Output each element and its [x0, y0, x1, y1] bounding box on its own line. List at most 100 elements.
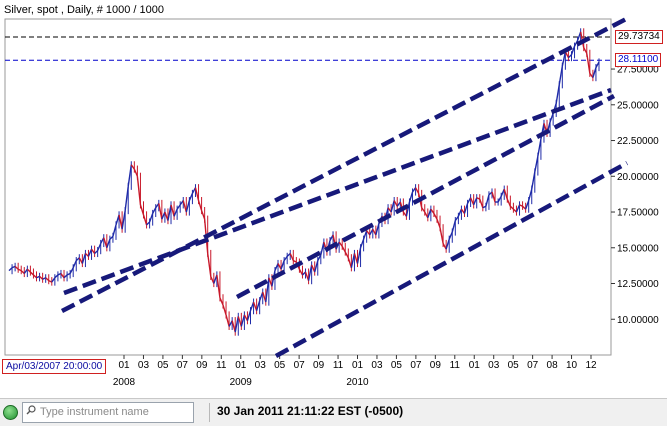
price-segment: [164, 211, 169, 221]
price-segment: [14, 265, 19, 270]
x-tick-label: 11: [216, 360, 227, 371]
price-segment: [307, 264, 313, 281]
price-segment: [515, 204, 521, 213]
price-segment: [469, 197, 475, 206]
price-segment: [124, 186, 129, 211]
x-tick-label: 07: [410, 360, 422, 371]
price-segment: [561, 51, 567, 67]
chart-area[interactable]: 27.50000 25.00000 22.50000 20.00000 17.50000…: [0, 0, 667, 398]
trend-channel-line: [235, 94, 616, 299]
x-tick-label: 12: [585, 360, 597, 371]
price-segment: [29, 271, 34, 276]
x-tick-label: 01: [235, 360, 247, 371]
price-segment: [42, 277, 46, 280]
price-segment: [592, 67, 597, 78]
price-segment: [314, 260, 319, 273]
price-segment: [393, 200, 398, 207]
y-tick-label: 25.00000: [617, 100, 659, 111]
price-segment: [200, 210, 206, 220]
price-segment: [537, 138, 542, 157]
price-segment: [341, 246, 346, 253]
price-segment: [283, 255, 288, 262]
price-segment: [500, 188, 505, 197]
x-tick-label: 07: [294, 360, 306, 371]
price-segment: [48, 280, 53, 283]
price-segment: [372, 228, 377, 236]
plot-frame: [4, 18, 612, 356]
price-segment: [130, 164, 135, 170]
x-tick-label: 09: [196, 360, 208, 371]
price-segment: [445, 238, 450, 250]
price-segment: [421, 207, 426, 213]
price-segment: [87, 248, 93, 257]
x-year-label: 2010: [346, 377, 369, 388]
x-tick-label: 01: [118, 360, 130, 371]
price-segment: [136, 176, 142, 205]
price-segment: [45, 277, 50, 282]
price-segment: [39, 275, 44, 280]
price-segment: [524, 200, 530, 210]
x-tick-label: 03: [488, 360, 500, 371]
price-segment: [152, 207, 157, 214]
price-segment: [482, 205, 487, 209]
price-segment: [249, 301, 255, 311]
price-segment: [197, 200, 203, 211]
price-segment: [408, 191, 414, 203]
price-segment: [72, 260, 77, 269]
price-segment: [228, 320, 233, 327]
price-segment: [26, 268, 31, 273]
price-segment: [17, 268, 22, 272]
price-segment: [439, 227, 444, 244]
price-segment: [207, 253, 212, 277]
price-segment: [304, 271, 310, 281]
instrument-search-input[interactable]: [40, 404, 190, 420]
x-tick-label: 08: [547, 360, 559, 371]
server-clock: 30 Jan 2011 21:11:22 EST (-0500): [217, 404, 404, 418]
price-segment: [570, 45, 576, 55]
price-segment: [121, 210, 126, 230]
price-segment: [139, 204, 145, 216]
price-segment: [210, 276, 215, 284]
price-segment: [427, 208, 432, 218]
price-segment: [66, 272, 71, 276]
price-segment: [497, 195, 502, 203]
lower-price-marker: 28.11100: [615, 53, 662, 68]
price-segment: [476, 197, 481, 200]
price-segment: [57, 272, 62, 276]
price-segment: [216, 274, 221, 298]
status-divider: [209, 403, 210, 422]
price-segment: [148, 213, 154, 223]
y-tick-label: 15.00000: [617, 243, 659, 254]
price-segment: [246, 310, 252, 321]
price-segment: [219, 297, 224, 306]
x-year-label: 2008: [113, 377, 136, 388]
price-segment: [237, 316, 243, 327]
price-chart[interactable]: 27.50000 25.00000 22.50000 20.00000 17.50000…: [0, 0, 667, 398]
price-segment: [268, 277, 273, 287]
instrument-search-box[interactable]: [22, 402, 194, 423]
price-segment: [167, 204, 172, 221]
price-segment: [90, 248, 96, 254]
price-segment: [78, 257, 83, 264]
price-segment: [405, 201, 411, 217]
price-segment: [595, 61, 600, 68]
price-segment: [293, 259, 297, 263]
price-segment: [350, 253, 356, 268]
price-segment: [479, 198, 484, 208]
x-tick-label: 09: [430, 360, 442, 371]
price-segment: [97, 243, 102, 251]
price-segment: [534, 156, 539, 173]
x-tick-label: 10: [566, 360, 578, 371]
price-segment: [176, 204, 181, 210]
price-segment: [430, 208, 435, 214]
price-segment: [11, 265, 16, 269]
price-segment: [127, 164, 132, 187]
price-segment: [433, 213, 438, 220]
x-tick-label: 03: [371, 360, 383, 371]
price-segment: [265, 277, 270, 303]
price-segment: [583, 47, 588, 54]
price-segment: [576, 31, 582, 41]
connection-status-icon: [3, 405, 18, 420]
price-segment: [411, 187, 417, 193]
price-segment: [191, 187, 197, 194]
